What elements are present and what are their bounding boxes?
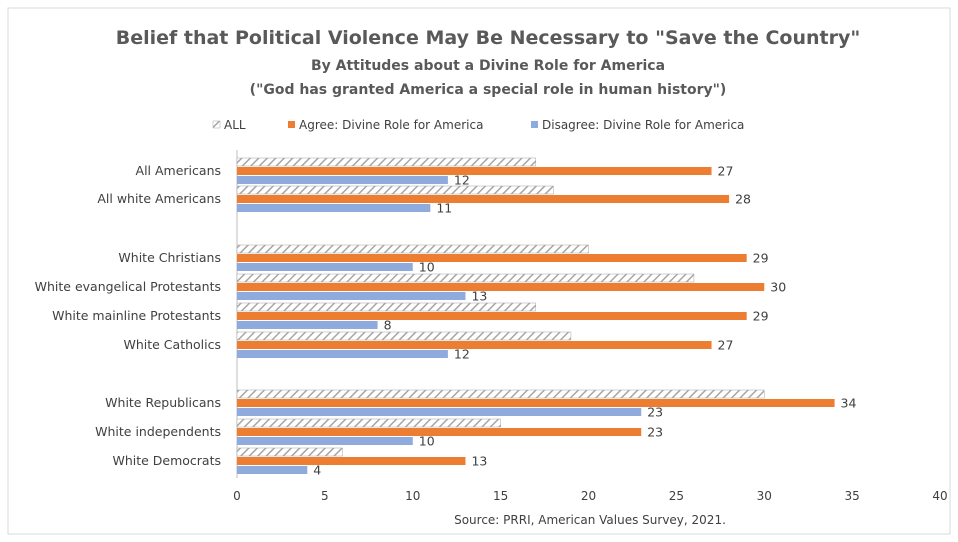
bar-1 <box>237 254 747 262</box>
data-label: 4 <box>313 463 321 478</box>
x-tick-label: 40 <box>932 489 947 503</box>
bar-1 <box>237 312 747 320</box>
bar-2 <box>237 466 308 474</box>
data-label: 13 <box>471 289 487 304</box>
data-label: 29 <box>753 251 769 266</box>
data-label: 12 <box>454 347 470 362</box>
data-label: 27 <box>718 338 734 353</box>
bar-0 <box>236 157 537 167</box>
data-label: 13 <box>471 454 487 469</box>
x-tick-label: 30 <box>757 489 772 503</box>
bar-2 <box>237 408 642 416</box>
bar-1 <box>237 195 730 203</box>
category-label: White Democrats <box>112 453 221 468</box>
legend-label-1: Agree: Divine Role for America <box>299 118 483 132</box>
x-tick-label: 10 <box>405 489 420 503</box>
data-label: 12 <box>454 173 470 188</box>
bar-1 <box>237 167 712 175</box>
chart-source: Source: PRRI, American Values Survey, 20… <box>454 513 726 527</box>
legend-swatch-0 <box>212 120 221 129</box>
bar-1 <box>237 341 712 349</box>
plot-area: 0 5 10 15 20 25 30 35 40 All Americans 27 12 All whi… <box>35 150 948 503</box>
bar-1 <box>237 428 642 436</box>
data-label: 29 <box>753 309 769 324</box>
chart-title: Belief that Political Violence May Be Ne… <box>116 27 861 49</box>
x-tick-label: 25 <box>669 489 684 503</box>
category-label: White independents <box>95 424 221 439</box>
bar-0 <box>236 273 695 283</box>
bar-0 <box>236 447 343 457</box>
bar-2 <box>237 204 431 212</box>
bar-2 <box>237 292 466 300</box>
chart-subtitle-2: ("God has granted America a special role… <box>250 82 727 98</box>
bar-0 <box>236 244 589 254</box>
x-tick-label: 20 <box>581 489 596 503</box>
bar-0 <box>236 389 765 399</box>
x-tick-label: 5 <box>321 489 329 503</box>
data-label: 28 <box>735 192 751 207</box>
data-label: 27 <box>718 164 734 179</box>
legend-swatch-1 <box>288 121 295 128</box>
category-label: White Republicans <box>105 395 221 410</box>
bar-2 <box>237 350 448 358</box>
bar-2 <box>237 176 448 184</box>
data-label: 11 <box>436 201 452 216</box>
chart-border <box>7 7 951 535</box>
category-label: White Christians <box>118 250 221 265</box>
x-tick-label: 35 <box>844 489 859 503</box>
category-label: White Catholics <box>123 337 221 352</box>
chart-subtitle: By Attitudes about a Divine Role for Ame… <box>311 58 665 74</box>
category-label: All Americans <box>136 163 221 178</box>
bar-2 <box>237 437 413 445</box>
legend-label-2: Disagree: Divine Role for America <box>542 118 744 132</box>
category-label: White evangelical Protestants <box>35 279 221 294</box>
data-label: 30 <box>770 280 786 295</box>
bar-0 <box>236 331 572 341</box>
bar-1 <box>237 283 765 291</box>
x-tick-label: 0 <box>233 489 241 503</box>
category-label: White mainline Protestants <box>52 308 221 323</box>
bar-0 <box>236 418 501 428</box>
bar-0 <box>236 185 554 195</box>
data-label: 10 <box>419 260 435 275</box>
legend-swatch-2 <box>531 121 538 128</box>
bar-2 <box>237 321 378 329</box>
legend: ALL Agree: Divine Role for America Disagre… <box>212 118 744 132</box>
legend-label-0: ALL <box>224 118 246 132</box>
bar-2 <box>237 263 413 271</box>
bar-1 <box>237 399 835 407</box>
x-tick-label: 15 <box>493 489 508 503</box>
bar-1 <box>237 457 466 465</box>
data-label: 10 <box>419 434 435 449</box>
bar-0 <box>236 302 537 312</box>
data-label: 23 <box>647 425 663 440</box>
category-label: All white Americans <box>97 191 221 206</box>
data-label: 8 <box>384 318 392 333</box>
data-label: 23 <box>647 405 663 420</box>
data-label: 34 <box>841 396 857 411</box>
